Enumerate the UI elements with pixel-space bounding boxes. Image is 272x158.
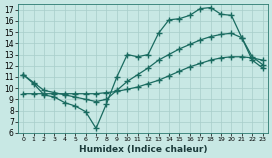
X-axis label: Humidex (Indice chaleur): Humidex (Indice chaleur) xyxy=(79,145,207,154)
